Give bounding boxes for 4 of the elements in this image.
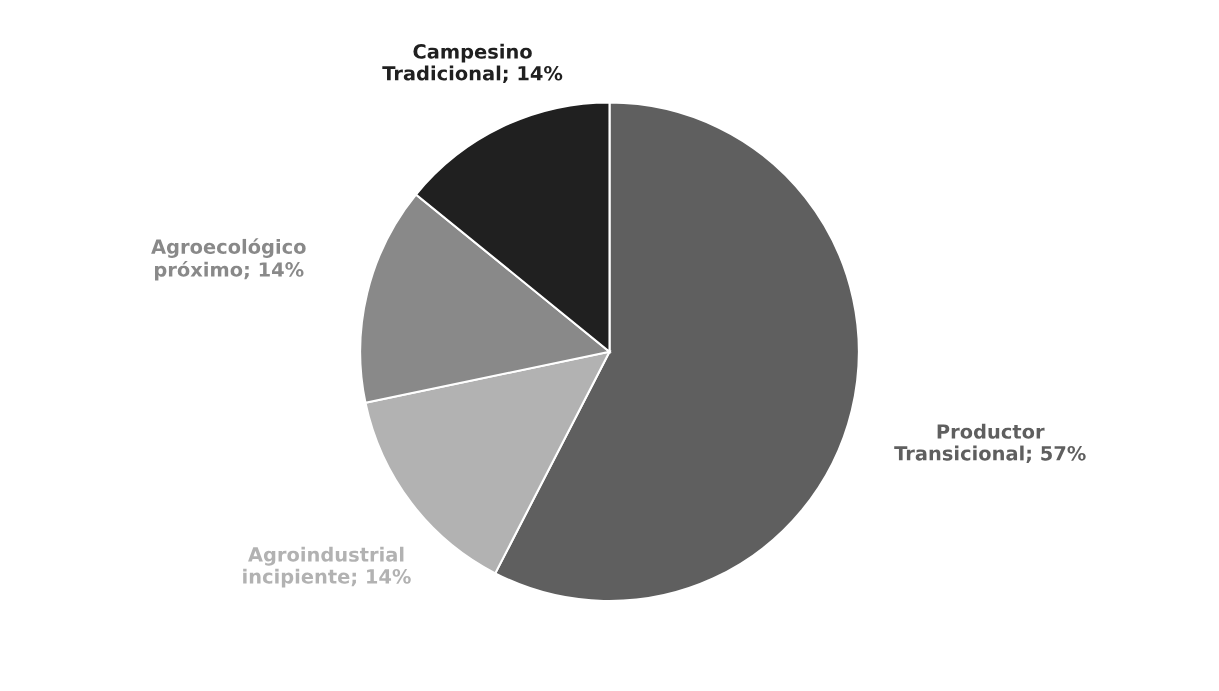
slice-label: Productor Transicional; 57% bbox=[894, 423, 1086, 464]
slice-label: Agroecológico próximo; 14% bbox=[151, 238, 306, 281]
slice-label: Agroindustrial incipiente; 14% bbox=[243, 546, 411, 588]
slice-label: Campesino Tradicional; 14% bbox=[382, 43, 563, 84]
